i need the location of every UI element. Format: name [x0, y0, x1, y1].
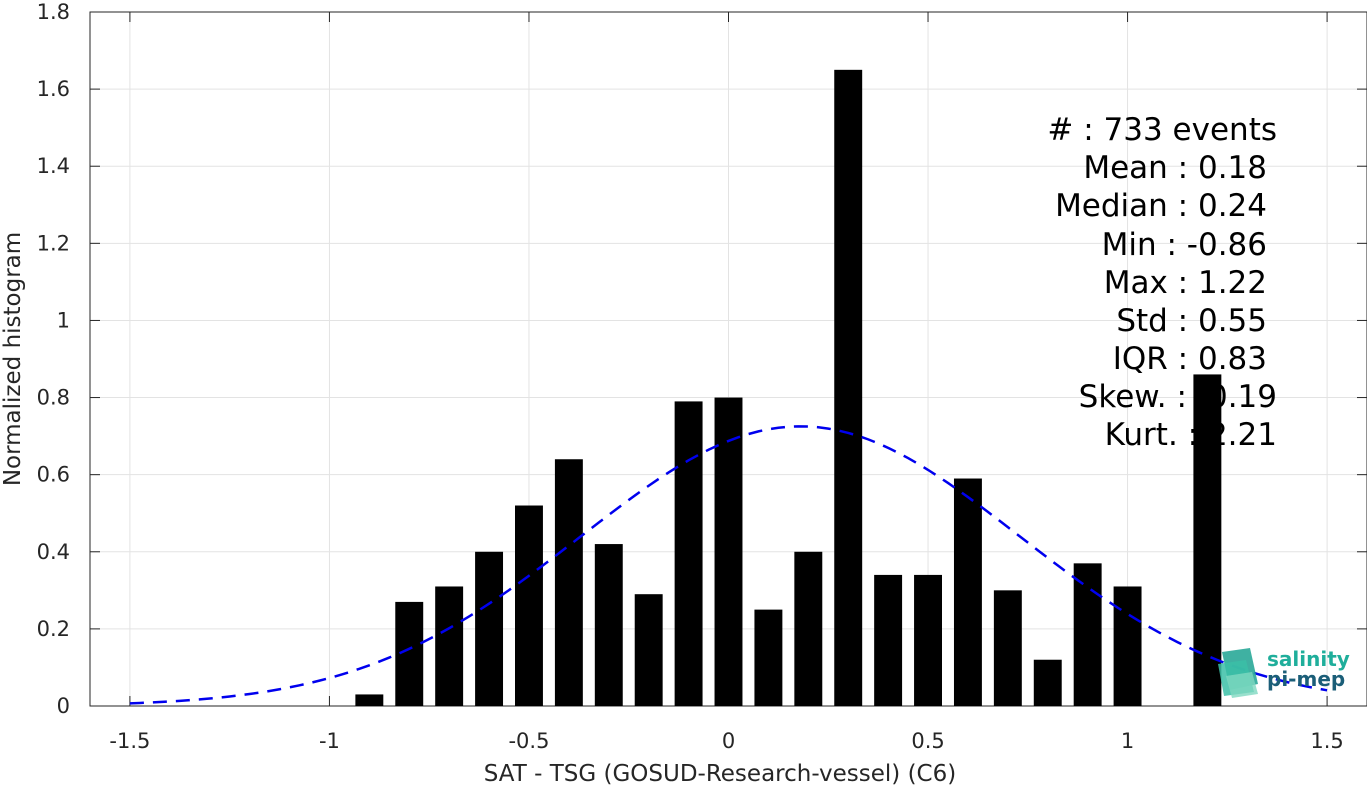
y-tick-label: 1 — [57, 308, 70, 332]
y-tick-label: 1.2 — [37, 231, 70, 255]
stat-skew: Skew. : -0.19 — [1079, 379, 1277, 415]
y-tick-label: 0.4 — [37, 540, 70, 564]
y-tick-label: 1.6 — [37, 77, 70, 101]
y-tick-label: 1.4 — [37, 154, 70, 178]
histogram-bar — [1033, 659, 1062, 706]
histogram-bar — [834, 69, 863, 707]
x-tick-label: 1 — [1121, 729, 1134, 753]
y-tick-label: 0.2 — [37, 617, 70, 641]
histogram-bar — [754, 609, 783, 706]
x-tick-label: -1.5 — [109, 729, 150, 753]
stat-median: Median : 0.24 — [1055, 188, 1267, 224]
wave-logo-icon — [1218, 648, 1258, 698]
y-tick-label: 1.8 — [37, 0, 70, 24]
histogram-bar — [874, 574, 903, 706]
histogram-bar — [993, 590, 1022, 706]
x-tick-label: 0.5 — [911, 729, 944, 753]
y-tick-label: 0.6 — [37, 463, 70, 487]
logo-text-pi-mep: pi-mep — [1267, 667, 1345, 691]
histogram-bar — [794, 551, 823, 706]
salinity-pi-mep-logo: salinity pi-mep — [1218, 647, 1350, 698]
stat-max: Max : 1.22 — [1104, 265, 1267, 301]
histogram-bar — [714, 397, 743, 706]
histogram-bar — [435, 586, 464, 706]
x-tick-label: -0.5 — [508, 729, 549, 753]
y-tick-labels: 0 0.2 0.4 0.6 0.8 1 1.2 1.4 1.6 1.8 — [37, 0, 70, 718]
histogram-bar — [634, 594, 663, 706]
x-tick-label: 1.5 — [1310, 729, 1343, 753]
histogram-bar — [554, 459, 583, 706]
stats-box: # : 733 events Mean : 0.18 Median : 0.24… — [1047, 112, 1277, 453]
histogram-bar — [1113, 586, 1142, 706]
y-tick-label: 0.8 — [37, 386, 70, 410]
y-tick-label: 0 — [57, 694, 70, 718]
histogram-bar — [475, 551, 504, 706]
x-axis-label: SAT - TSG (GOSUD-Research-vessel) (C6) — [484, 761, 956, 785]
histogram-bar — [953, 478, 982, 706]
x-tick-label: -1 — [319, 729, 340, 753]
stat-kurt: Kurt. : 2.21 — [1105, 417, 1277, 453]
histogram-bar — [515, 505, 543, 706]
stat-count: # : 733 events — [1047, 112, 1277, 148]
histogram-bar — [1073, 563, 1102, 706]
stat-mean: Mean : 0.18 — [1083, 150, 1267, 186]
gaussian-fit-curve — [129, 425, 1328, 705]
y-axis-label: Normalized histogram — [0, 232, 26, 486]
histogram-bars — [355, 69, 1222, 707]
histogram-bar — [674, 401, 703, 706]
histogram-bar — [355, 694, 384, 706]
histogram-bar — [594, 544, 623, 706]
histogram-bar — [914, 574, 942, 706]
x-tick-labels: -1.5 -1 -0.5 0 0.5 1 1.5 — [109, 729, 1343, 753]
stat-min: Min : -0.86 — [1102, 227, 1267, 263]
logo-text-salinity: salinity — [1267, 647, 1350, 671]
x-tick-label: 0 — [722, 729, 735, 753]
stat-iqr: IQR : 0.83 — [1113, 341, 1267, 377]
histogram-bar — [395, 601, 424, 706]
stat-std: Std : 0.55 — [1116, 303, 1267, 339]
